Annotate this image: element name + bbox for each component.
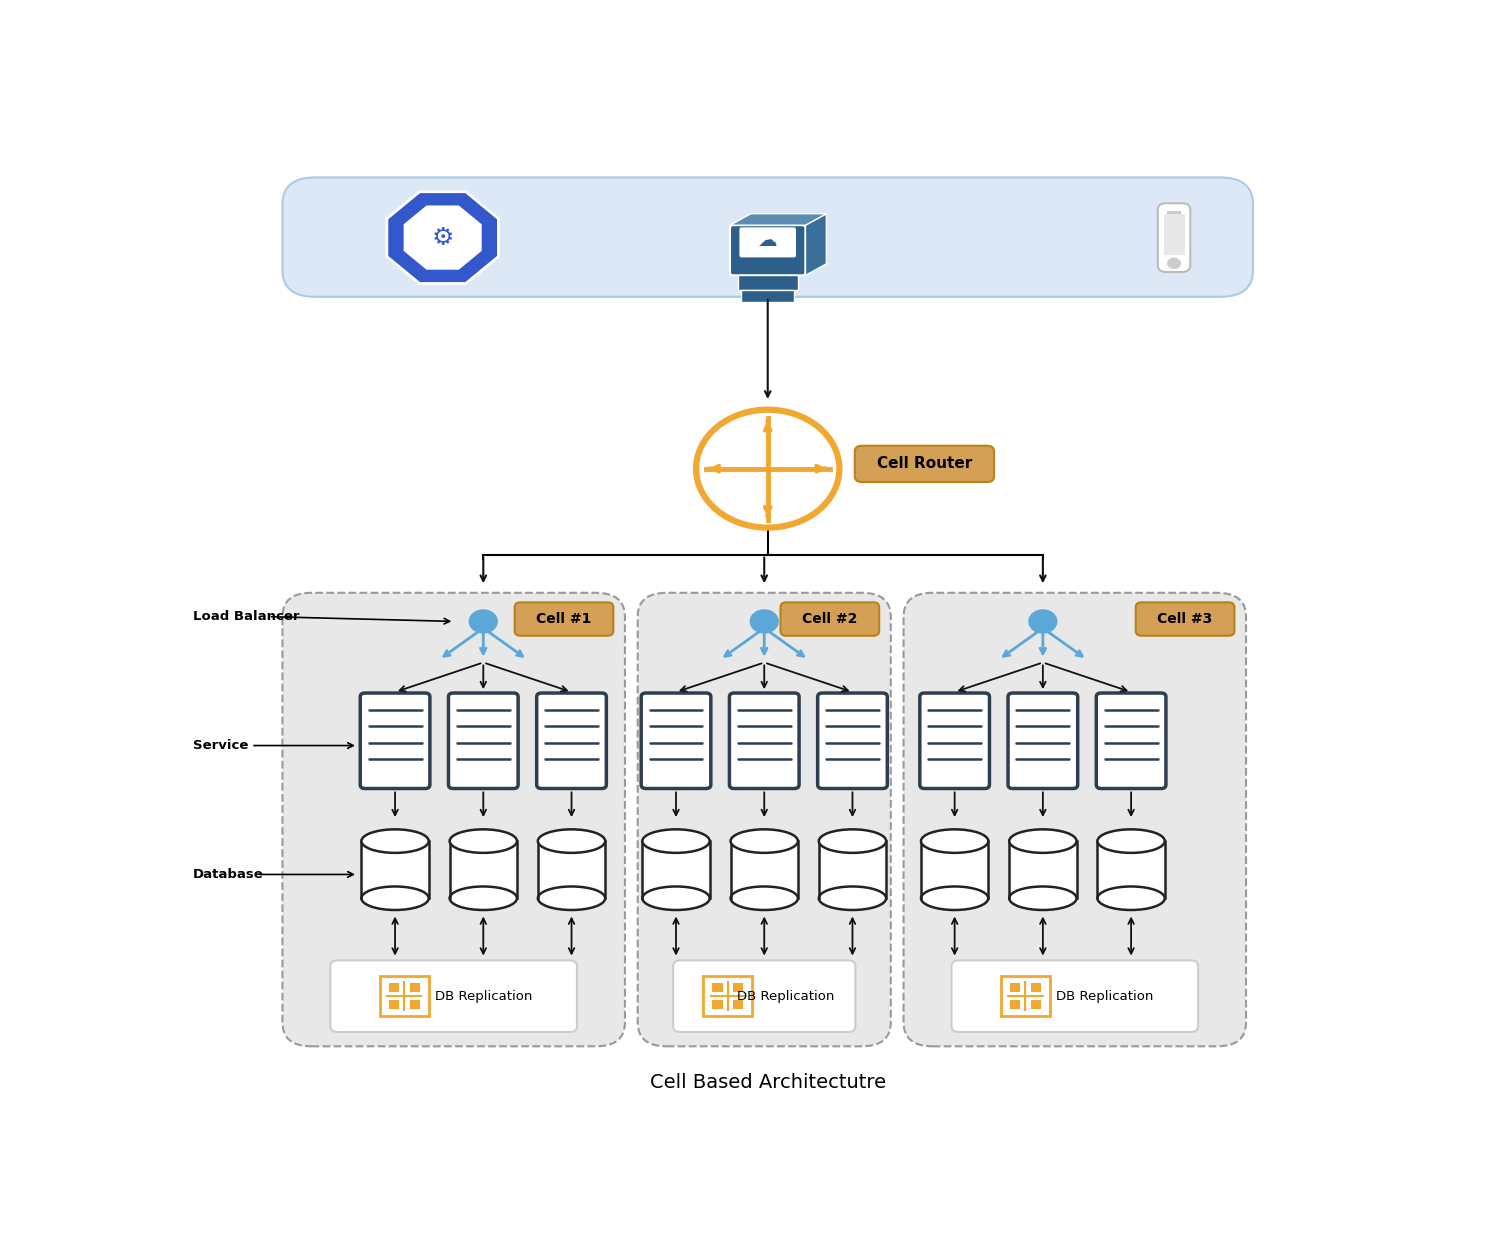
FancyBboxPatch shape (331, 960, 577, 1032)
Polygon shape (403, 206, 482, 270)
Polygon shape (730, 213, 827, 226)
FancyBboxPatch shape (283, 177, 1252, 296)
FancyBboxPatch shape (1097, 693, 1165, 789)
Polygon shape (386, 192, 499, 284)
Text: ☁: ☁ (758, 232, 777, 250)
Bar (713, 983, 722, 992)
Circle shape (750, 610, 777, 632)
Circle shape (469, 610, 497, 632)
Text: Cell Based Architectutre: Cell Based Architectutre (650, 1073, 885, 1092)
Bar (449, 841, 517, 898)
FancyBboxPatch shape (448, 693, 518, 789)
FancyBboxPatch shape (1158, 203, 1191, 272)
Ellipse shape (731, 887, 798, 910)
Bar (643, 841, 710, 898)
Text: Load Balancer: Load Balancer (193, 610, 300, 624)
Text: DB Replication: DB Replication (434, 990, 532, 1003)
Ellipse shape (819, 830, 887, 853)
Bar (1031, 983, 1041, 992)
Bar (1031, 1001, 1041, 1009)
Ellipse shape (921, 887, 989, 910)
Ellipse shape (1098, 887, 1165, 910)
FancyBboxPatch shape (360, 693, 430, 789)
FancyBboxPatch shape (780, 603, 879, 636)
Ellipse shape (731, 830, 798, 853)
FancyBboxPatch shape (638, 593, 891, 1047)
Bar (409, 983, 419, 992)
FancyBboxPatch shape (818, 693, 887, 789)
FancyBboxPatch shape (515, 603, 613, 636)
Ellipse shape (819, 887, 887, 910)
Bar (409, 1001, 419, 1009)
Bar (704, 976, 752, 1017)
Circle shape (1029, 610, 1056, 632)
Text: Database: Database (193, 868, 264, 880)
Bar (733, 983, 743, 992)
Ellipse shape (1010, 887, 1077, 910)
Circle shape (697, 409, 839, 527)
FancyBboxPatch shape (283, 593, 625, 1047)
Ellipse shape (449, 887, 517, 910)
Text: Cell #2: Cell #2 (801, 613, 857, 626)
Text: ⚙: ⚙ (431, 226, 454, 249)
FancyBboxPatch shape (951, 960, 1198, 1032)
Ellipse shape (538, 887, 605, 910)
FancyBboxPatch shape (903, 593, 1246, 1047)
Ellipse shape (1010, 830, 1077, 853)
Ellipse shape (538, 830, 605, 853)
Bar (731, 841, 798, 898)
Text: Service: Service (193, 739, 249, 751)
Bar (361, 841, 428, 898)
Ellipse shape (921, 830, 989, 853)
Bar (742, 290, 794, 303)
Bar (389, 983, 398, 992)
Bar (1010, 1001, 1020, 1009)
Ellipse shape (643, 887, 710, 910)
Circle shape (1167, 258, 1180, 269)
Ellipse shape (643, 830, 710, 853)
Bar (819, 841, 887, 898)
Text: Cell Router: Cell Router (876, 456, 972, 471)
Bar (733, 1001, 743, 1009)
Bar (1010, 841, 1077, 898)
Ellipse shape (449, 830, 517, 853)
FancyBboxPatch shape (730, 693, 798, 789)
FancyBboxPatch shape (536, 693, 607, 789)
Bar (737, 275, 798, 290)
FancyBboxPatch shape (673, 960, 855, 1032)
FancyBboxPatch shape (920, 693, 990, 789)
Bar (1010, 983, 1020, 992)
Bar (1164, 213, 1185, 254)
FancyBboxPatch shape (730, 226, 806, 275)
Bar (1167, 211, 1180, 215)
Ellipse shape (361, 830, 428, 853)
Bar (380, 976, 428, 1017)
Text: Cell #1: Cell #1 (536, 613, 592, 626)
Bar (1098, 841, 1165, 898)
FancyBboxPatch shape (1135, 603, 1234, 636)
FancyBboxPatch shape (855, 445, 995, 482)
Text: DB Replication: DB Replication (737, 990, 834, 1003)
Bar (389, 1001, 398, 1009)
Text: Cell #3: Cell #3 (1158, 613, 1213, 626)
Bar (713, 1001, 722, 1009)
FancyBboxPatch shape (740, 227, 795, 258)
FancyBboxPatch shape (1008, 693, 1077, 789)
Ellipse shape (361, 887, 428, 910)
Ellipse shape (1098, 830, 1165, 853)
FancyBboxPatch shape (641, 693, 712, 789)
Polygon shape (806, 213, 827, 275)
Text: DB Replication: DB Replication (1056, 990, 1153, 1003)
Bar (1001, 976, 1050, 1017)
Bar (921, 841, 989, 898)
Bar (538, 841, 605, 898)
